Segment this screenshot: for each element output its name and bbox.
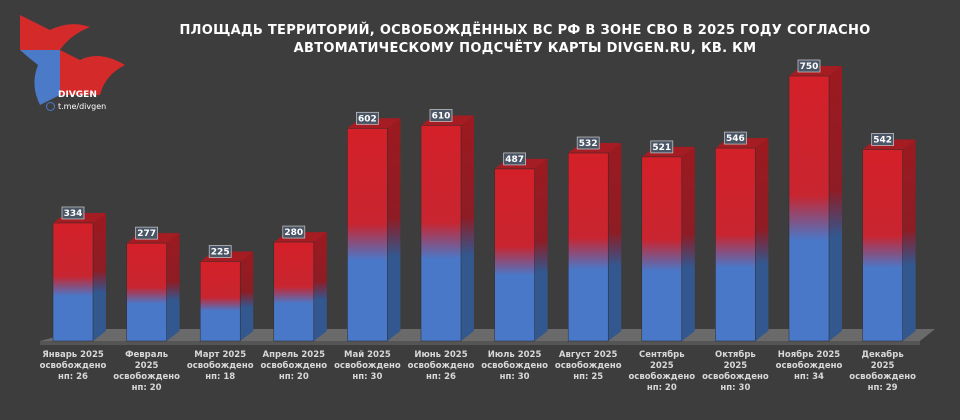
- bar-side: [313, 232, 327, 341]
- x-tick-label: освобождено: [628, 371, 695, 382]
- x-tick-label: Февраль: [125, 350, 168, 360]
- bar: [641, 156, 683, 342]
- x-tick-label: нп: 18: [205, 372, 235, 382]
- data-label: 546: [726, 134, 745, 144]
- x-tick-label: Октябрь: [715, 349, 756, 360]
- data-label: 277: [137, 229, 156, 239]
- data-label-box: [61, 206, 85, 220]
- x-tick-label: нп: 26: [426, 372, 456, 382]
- bar: [347, 128, 388, 342]
- bar-side: [534, 158, 548, 341]
- bar-side: [608, 143, 622, 341]
- data-label-box: [576, 136, 600, 150]
- x-tick-label: нп: 30: [500, 372, 530, 382]
- x-tick-label: нп: 34: [794, 372, 824, 382]
- bar: [126, 242, 167, 342]
- data-label: 487: [505, 155, 524, 165]
- bar: [494, 168, 535, 342]
- bar-side: [166, 233, 180, 341]
- data-label: 280: [284, 228, 303, 238]
- x-tick-label: нп: 25: [573, 372, 603, 382]
- bar: [862, 149, 903, 342]
- bar-side: [755, 138, 769, 341]
- x-tick-label: нп: 26: [58, 372, 88, 382]
- x-tick-label: Январь 2025: [42, 350, 104, 360]
- x-tick-label: Декабрь: [861, 349, 903, 360]
- x-tick-label: 2025: [135, 361, 159, 371]
- data-label-box: [797, 59, 821, 73]
- data-label-box: [724, 131, 747, 145]
- divgen-logo-icon: [20, 15, 125, 105]
- x-tick-label: освобождено: [187, 360, 254, 371]
- bar: [273, 241, 315, 342]
- bar: [52, 222, 94, 342]
- x-tick-label: 2025: [650, 361, 674, 371]
- x-tick-label: 2025: [724, 361, 748, 371]
- data-label: 532: [579, 139, 598, 149]
- data-label: 610: [432, 111, 451, 121]
- data-label: 225: [211, 248, 230, 258]
- data-label-box: [503, 152, 526, 166]
- bar-side: [240, 251, 254, 341]
- bar: [788, 75, 830, 342]
- chart-floor-edge: [40, 341, 920, 345]
- x-tick-label: нп: 20: [647, 383, 677, 393]
- x-tick-label: освобождено: [849, 371, 916, 382]
- x-tick-label: нп: 20: [279, 372, 309, 382]
- bar-side: [829, 66, 842, 341]
- bar-side: [387, 118, 401, 341]
- data-label-box: [356, 111, 379, 125]
- x-tick-label: Март 2025: [194, 350, 246, 360]
- x-tick-label: Май 2025: [344, 350, 391, 360]
- data-label: 602: [358, 114, 377, 124]
- x-tick-label: освобождено: [776, 360, 843, 371]
- chart-title: ПЛОЩАДЬ ТЕРРИТОРИЙ, ОСВОБОЖДЁННЫХ ВС РФ …: [179, 23, 871, 56]
- data-label-box: [429, 109, 453, 122]
- bar-side: [902, 139, 916, 341]
- data-label: 542: [873, 135, 892, 145]
- brand-link[interactable]: t.me/divgen: [46, 102, 106, 111]
- bar: [715, 147, 756, 342]
- bar-side: [93, 212, 106, 341]
- x-tick-label: Июль 2025: [488, 350, 542, 360]
- x-tick-label: освобождено: [334, 360, 401, 371]
- bar: [567, 152, 609, 342]
- x-tick-label: освобождено: [555, 360, 622, 371]
- x-tick-label: Август 2025: [559, 350, 618, 360]
- x-tick-label: нп: 29: [868, 383, 898, 393]
- chart-floor: [40, 329, 935, 341]
- x-tick-label: освобождено: [260, 360, 327, 371]
- x-tick-label: освобождено: [481, 360, 548, 371]
- x-tick-label: Апрель 2025: [263, 350, 326, 360]
- x-tick-label: освобождено: [408, 360, 475, 371]
- data-label: 521: [652, 143, 671, 153]
- data-label-box: [208, 245, 232, 258]
- x-tick-label: 2025: [871, 361, 895, 371]
- data-label-box: [282, 225, 306, 239]
- x-tick-label: Ноябрь 2025: [778, 349, 841, 360]
- x-tick-label: освобождено: [40, 360, 107, 371]
- bar: [420, 125, 462, 342]
- bar-side: [461, 115, 474, 341]
- data-label-box: [871, 133, 894, 146]
- x-tick-label: освобождено: [113, 371, 180, 382]
- bar-side: [681, 146, 695, 341]
- brand-name: DIVGEN: [58, 90, 97, 100]
- x-tick-label: Сентябрь: [639, 349, 685, 360]
- x-tick-label: нп: 30: [720, 383, 750, 393]
- data-label: 750: [800, 62, 819, 72]
- x-tick-label: Июнь 2025: [414, 350, 467, 360]
- data-label: 334: [64, 209, 83, 219]
- data-label-box: [135, 226, 158, 240]
- x-tick-label: нп: 20: [132, 383, 162, 393]
- telegram-icon: [46, 102, 55, 111]
- brand-link-text: t.me/divgen: [58, 102, 107, 111]
- bar: [199, 261, 241, 342]
- x-tick-label: нп: 30: [352, 372, 382, 382]
- x-tick-label: освобождено: [702, 371, 769, 382]
- data-label-box: [650, 140, 674, 154]
